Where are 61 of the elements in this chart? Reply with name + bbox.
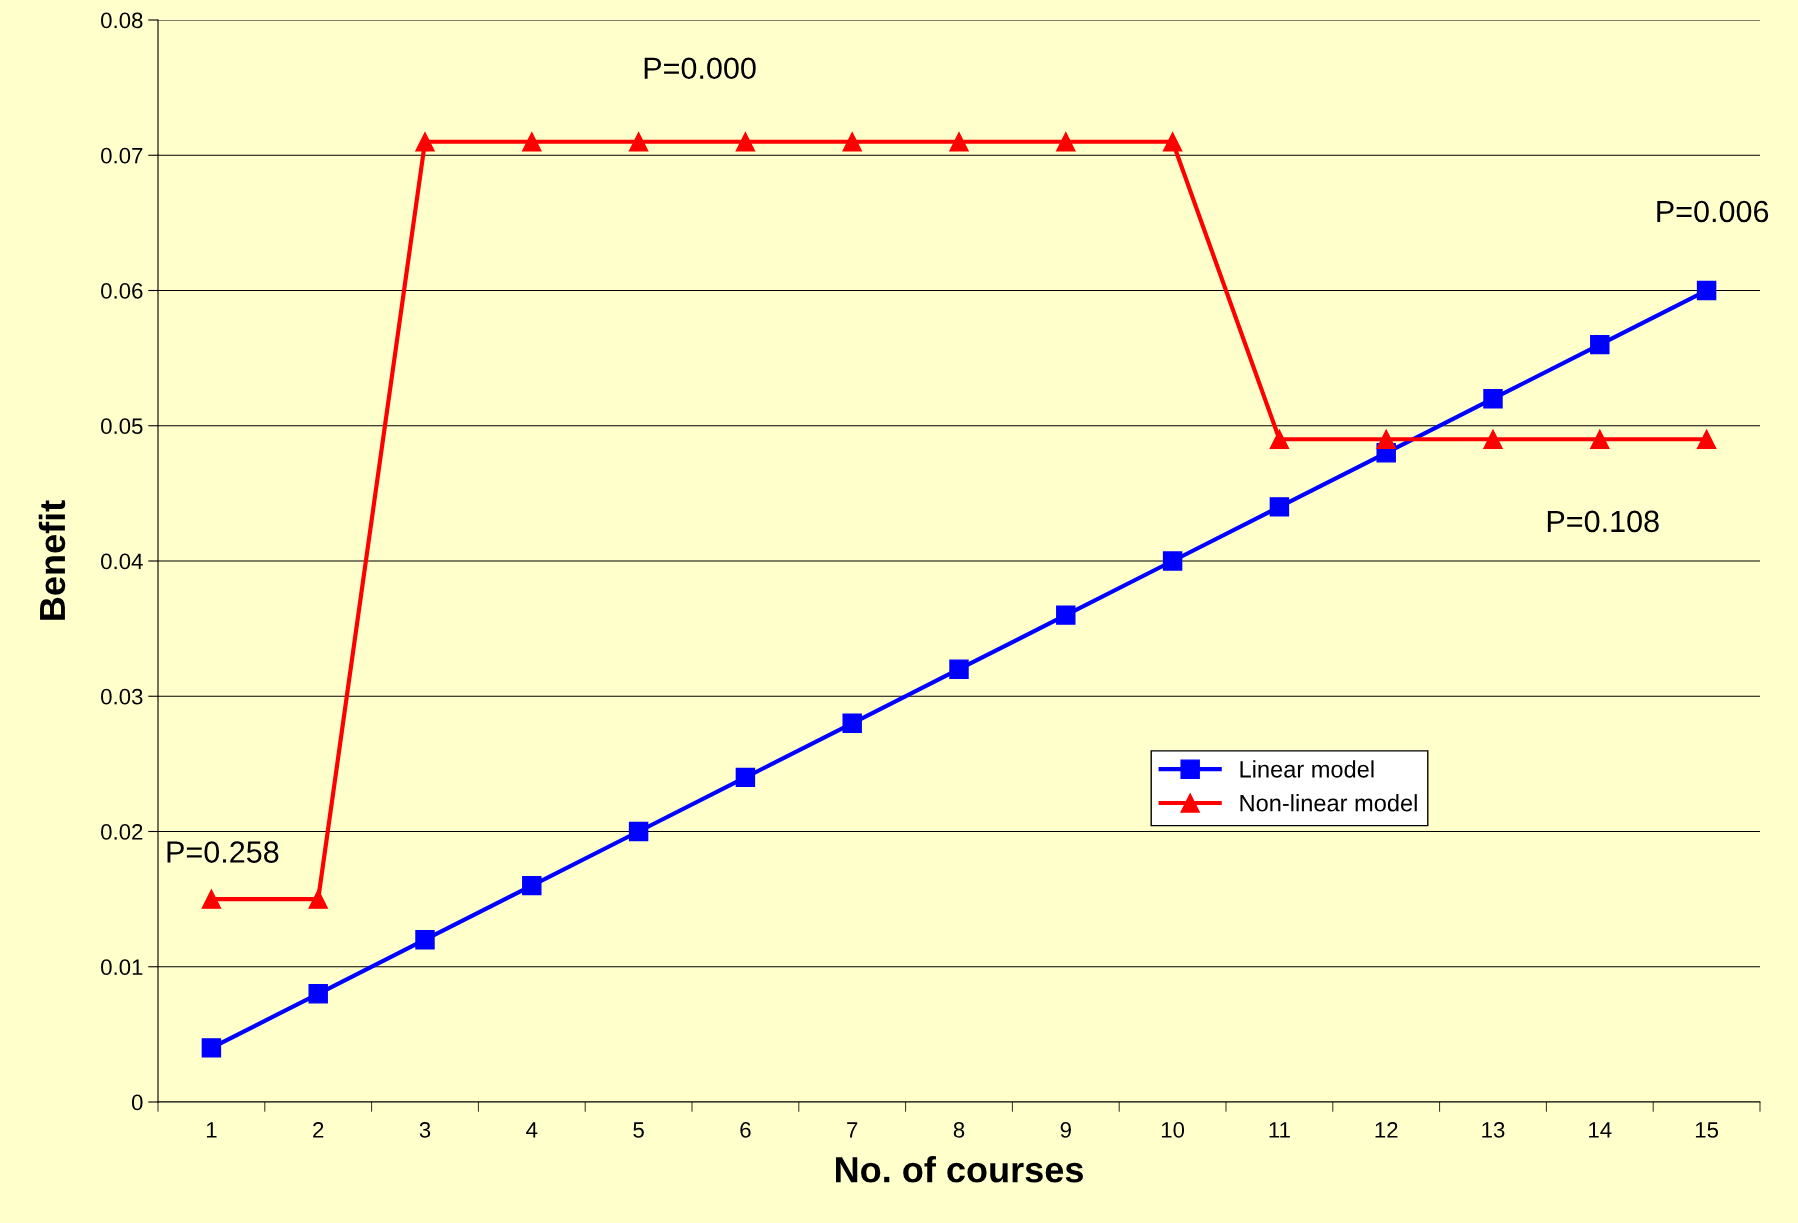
point <box>735 132 756 152</box>
annotation: P=0.258 <box>167 841 279 863</box>
point <box>842 713 862 734</box>
point <box>1376 429 1396 449</box>
point <box>628 821 649 842</box>
point <box>308 984 328 1004</box>
legend-label: Non-linear model <box>1240 794 1417 812</box>
y-tick-label: 0.02 <box>101 824 143 840</box>
x-tick-label: 12 <box>1375 1122 1398 1138</box>
point <box>1483 429 1503 449</box>
point <box>415 929 435 950</box>
point <box>1269 497 1290 517</box>
x-tick-label: 9 <box>1060 1122 1071 1138</box>
y-tick-label: 0.04 <box>101 553 143 570</box>
point <box>628 132 649 152</box>
x-tick-label: 7 <box>847 1122 858 1138</box>
x-axis-title: No. of courses <box>836 1156 1083 1183</box>
point <box>1056 132 1076 152</box>
x-tick-label: 1 <box>206 1122 217 1138</box>
point <box>949 659 969 679</box>
x-tick-label: 15 <box>1695 1122 1719 1138</box>
x-tick-label: 3 <box>419 1122 431 1138</box>
x-tick-label: 13 <box>1482 1122 1505 1138</box>
legend-label: Linear model <box>1240 760 1374 778</box>
point <box>1056 605 1076 625</box>
x-tick-label: 14 <box>1589 1122 1612 1138</box>
point <box>1696 280 1717 301</box>
x-tick-label: 6 <box>740 1122 751 1138</box>
point <box>522 875 542 896</box>
point <box>1590 334 1610 355</box>
point <box>949 132 969 152</box>
point <box>1696 429 1717 449</box>
y-tick-label: 0.01 <box>101 959 143 976</box>
x-tick-label: 10 <box>1161 1122 1185 1138</box>
y-tick-label: 0.07 <box>101 147 143 164</box>
point <box>1162 132 1183 152</box>
point <box>522 132 542 152</box>
y-tick-label: 0.08 <box>101 12 143 29</box>
x-tick-label: 11 <box>1269 1122 1290 1138</box>
y-tick-label: 0.06 <box>101 283 143 299</box>
point <box>308 889 328 909</box>
y-tick-label: 0 <box>131 1094 143 1111</box>
annotation: P=0.006 <box>1657 200 1769 223</box>
point <box>201 1038 222 1058</box>
x-tick-label: 2 <box>313 1122 324 1138</box>
point <box>1590 429 1610 449</box>
y-axis-title: Benefit <box>38 500 66 620</box>
x-tick-label: 4 <box>526 1122 538 1138</box>
point <box>1162 551 1183 571</box>
point <box>415 132 435 152</box>
y-tick-label: 0.05 <box>101 418 143 435</box>
annotation: P=0.000 <box>644 57 756 80</box>
y-tick-label: 0.03 <box>101 688 143 705</box>
point <box>735 767 756 788</box>
x-tick-label: 5 <box>633 1122 644 1138</box>
point <box>201 889 222 909</box>
annotation: P=0.108 <box>1547 510 1659 533</box>
point <box>842 132 862 152</box>
x-tick-label: 8 <box>953 1122 965 1138</box>
point <box>1483 388 1503 409</box>
point <box>1269 429 1290 449</box>
